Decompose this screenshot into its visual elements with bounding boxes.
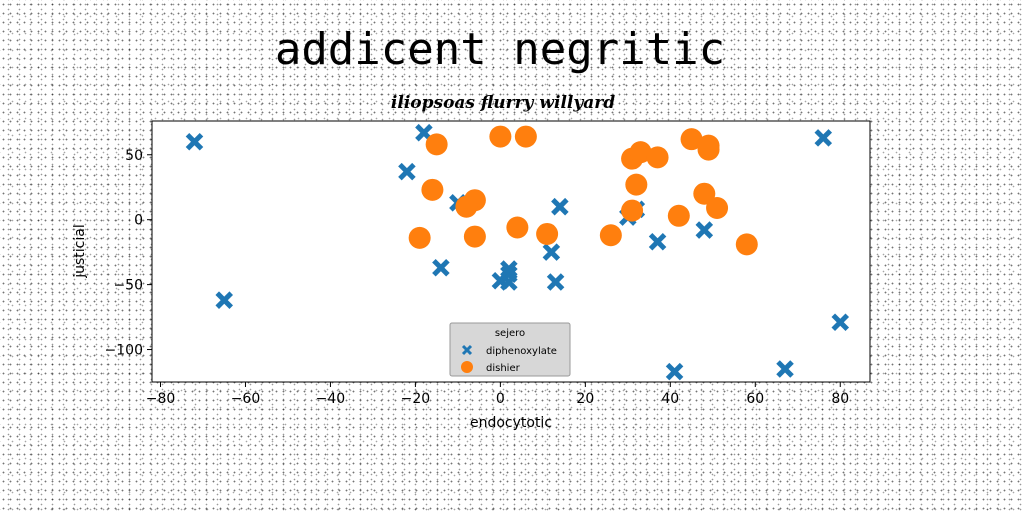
data-point-dishier <box>697 138 720 161</box>
y-axis-label: justicial <box>72 224 88 279</box>
data-point-dishier <box>514 125 537 148</box>
x-axis-label: endocytotic <box>470 415 552 431</box>
legend-title: sejero <box>495 328 525 339</box>
chart-title: addicent negritic <box>275 24 725 75</box>
legend-label-dishier: dishier <box>486 363 521 374</box>
x-axis-ticks: −80 −60 −40 −20 0 20 40 60 80 <box>146 382 849 407</box>
data-point-dishier <box>735 233 758 256</box>
data-point-dishier <box>629 141 652 164</box>
x-tick-label: −40 <box>316 391 346 407</box>
data-point-diphenoxylate <box>185 133 204 151</box>
data-point-dishier <box>599 224 622 247</box>
data-point-diphenoxylate <box>215 291 233 309</box>
data-point-diphenoxylate <box>695 221 714 239</box>
data-point-dishier <box>706 197 729 219</box>
x-tick-label: 40 <box>661 391 679 407</box>
y-tick-label: −100 <box>105 343 143 359</box>
data-point-diphenoxylate <box>814 129 833 147</box>
data-point-dishier <box>680 128 703 151</box>
x-tick-label: −20 <box>401 391 431 407</box>
data-point-diphenoxylate <box>542 243 561 261</box>
data-point-diphenoxylate <box>546 273 565 291</box>
y-tick-label: 50 <box>125 148 143 164</box>
x-tick-label: 20 <box>576 391 594 407</box>
data-point-dishier <box>421 178 444 201</box>
data-point-dishier <box>506 216 529 239</box>
y-tick-label: 0 <box>134 213 143 229</box>
legend: sejero diphenoxylate dishier <box>449 322 571 377</box>
data-point-dishier <box>455 195 478 218</box>
x-tick-label: −60 <box>231 391 261 407</box>
legend-marker-diphenoxylate <box>461 344 473 356</box>
x-tick-label: 80 <box>831 391 849 407</box>
legend-marker-dishier <box>461 361 473 373</box>
data-point-dishier <box>425 133 448 156</box>
y-axis-ticks: −100 −50 0 50 <box>105 148 152 359</box>
data-point-dishier <box>621 199 644 222</box>
x-tick-label: 60 <box>746 391 764 407</box>
data-point-dishier <box>536 222 559 245</box>
legend-label-diphenoxylate: diphenoxylate <box>486 346 557 357</box>
legend-box <box>449 322 571 377</box>
data-point-diphenoxylate <box>500 260 518 278</box>
data-point-diphenoxylate <box>398 162 416 181</box>
data-point-diphenoxylate <box>776 360 794 378</box>
data-point-dishier <box>693 182 716 205</box>
data-points <box>185 123 850 381</box>
x-tick-label: −80 <box>146 391 176 407</box>
data-point-dishier <box>408 226 431 249</box>
data-point-diphenoxylate <box>831 313 850 332</box>
data-point-dishier <box>463 225 486 248</box>
chart-subtitle: iliopsoas flurry willyard <box>391 93 615 113</box>
y-tick-label: −50 <box>113 278 143 294</box>
x-tick-label: 0 <box>496 391 505 407</box>
data-point-diphenoxylate <box>665 362 684 381</box>
data-point-diphenoxylate <box>551 197 569 216</box>
data-point-dishier <box>489 125 512 148</box>
data-point-dishier <box>667 204 690 227</box>
data-point-dishier <box>625 173 648 196</box>
data-point-dishier <box>646 146 669 169</box>
data-point-diphenoxylate <box>432 258 450 277</box>
data-point-diphenoxylate <box>500 273 518 291</box>
data-point-diphenoxylate <box>648 232 667 251</box>
legend-marker-diphenoxylate-glyph <box>461 344 473 356</box>
